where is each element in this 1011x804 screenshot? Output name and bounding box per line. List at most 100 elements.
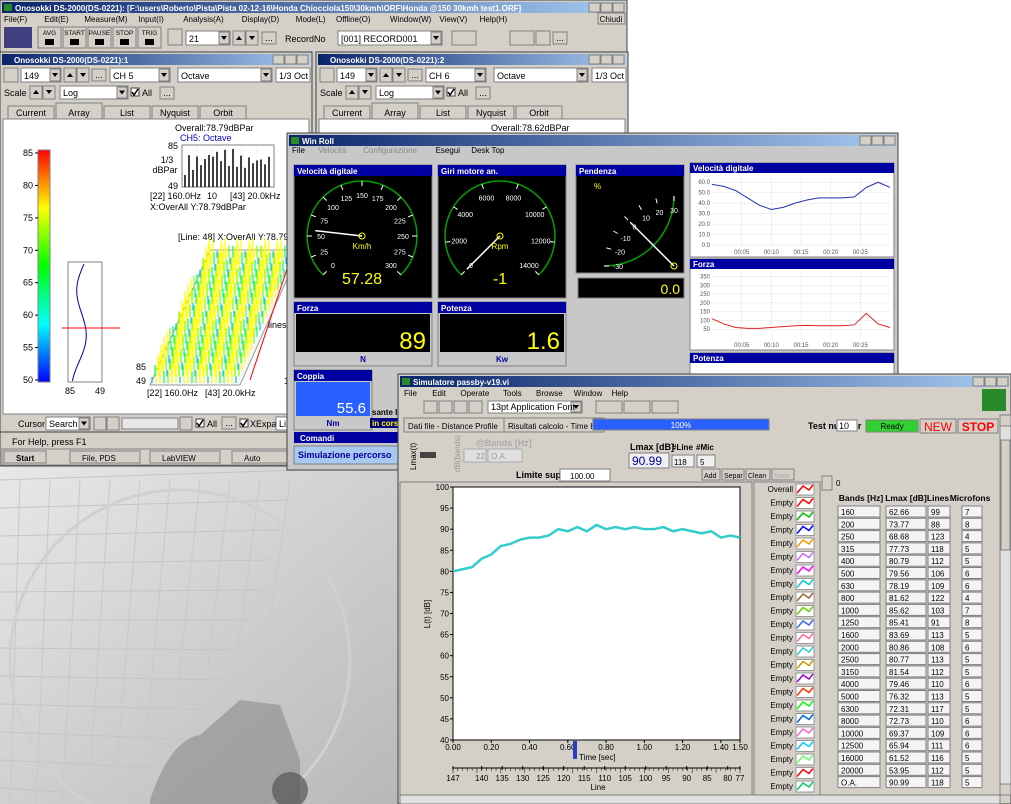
table-cell xyxy=(961,579,983,592)
cell-text: 69.37 xyxy=(889,729,910,738)
gauge-hub xyxy=(496,232,504,240)
photo-tile-line xyxy=(0,559,271,565)
arrow-icon xyxy=(33,90,39,94)
table-cell xyxy=(961,677,983,690)
label: Lmax [dB] xyxy=(630,442,674,452)
photo-tile-line xyxy=(0,675,231,681)
table-cell xyxy=(961,591,983,604)
arrow-icon xyxy=(368,73,374,77)
cell-text: 113 xyxy=(931,631,944,640)
button xyxy=(159,86,175,100)
y-tick-label: 50 xyxy=(703,327,710,333)
value-box xyxy=(487,448,523,463)
gauge-tick-label: 175 xyxy=(372,196,384,203)
table-cell xyxy=(837,763,881,776)
display-value-box xyxy=(296,314,430,352)
tick-mark xyxy=(310,214,316,218)
combo-box xyxy=(337,30,443,46)
legend-swatch-box xyxy=(795,753,815,766)
cell-text: 1250 xyxy=(841,619,859,628)
cell-text: 5 xyxy=(965,668,970,677)
label: Current xyxy=(16,108,47,118)
table-cell xyxy=(837,628,881,641)
label: O.A. xyxy=(491,452,507,461)
legend-swatch xyxy=(796,579,814,588)
table-cell xyxy=(927,591,951,604)
button xyxy=(595,400,623,414)
button xyxy=(468,400,483,414)
table-cell xyxy=(961,653,983,666)
colorbar-tick-label: 65 xyxy=(23,278,33,288)
cell-text: 200 xyxy=(841,520,855,529)
legend-label: Empty xyxy=(770,728,793,737)
label: Separ xyxy=(724,473,743,480)
table-cell xyxy=(961,702,983,715)
table-cell xyxy=(837,603,881,616)
menu-item: Help xyxy=(612,389,629,398)
label: sante Inizi xyxy=(372,408,411,417)
y-tick-label: 95 xyxy=(440,504,449,513)
cell-text: 6 xyxy=(965,570,970,579)
x-tick-label: 00:25 xyxy=(853,343,869,349)
window-icon xyxy=(402,378,410,385)
arrow-icon xyxy=(263,73,269,77)
y-tick-label: 0.0 xyxy=(702,243,711,249)
menu-item: Help(H) xyxy=(480,15,508,24)
table-cell xyxy=(961,714,983,727)
combo-value: Octave xyxy=(497,71,526,81)
button xyxy=(612,54,625,65)
photo-tile-line xyxy=(35,479,51,804)
toolbar-icon xyxy=(95,39,104,45)
y-tick-label: 45 xyxy=(440,715,449,724)
tick-mark xyxy=(310,254,316,258)
cell-text: 7 xyxy=(965,606,970,615)
scroll-thumb xyxy=(1000,439,1011,551)
tick-mark xyxy=(380,184,384,190)
y-tick-label: 55 xyxy=(440,673,449,682)
y-tick-label: 40.0 xyxy=(698,201,710,207)
cell-text: 800 xyxy=(841,594,855,603)
x-tick-label: 1.00 xyxy=(637,743,653,752)
cell-text: 88 xyxy=(931,520,940,529)
line-tick-label: 147 xyxy=(446,774,460,783)
menu-item: Esegui xyxy=(436,146,461,155)
combo-box xyxy=(487,400,583,414)
combo-box xyxy=(425,67,487,83)
table-cell xyxy=(837,554,881,567)
button xyxy=(407,68,423,82)
x-tick-label: 00:05 xyxy=(734,250,750,256)
table-cell xyxy=(885,714,927,727)
table-cell xyxy=(837,591,881,604)
table-cell xyxy=(927,690,951,702)
chart-header xyxy=(690,259,894,269)
y-tick-label: 60.0 xyxy=(698,180,710,186)
button xyxy=(3,67,19,83)
cell-text: 90.99 xyxy=(889,779,910,788)
cell-text: 10000 xyxy=(841,729,864,738)
tick-mark xyxy=(322,271,327,276)
gauge-hub xyxy=(670,262,678,270)
cell-text: 79.46 xyxy=(889,680,910,689)
y-tick-label: 20.0 xyxy=(698,222,710,228)
legend-swatch xyxy=(796,565,814,575)
table-cell xyxy=(837,690,881,702)
gauge-tick-label: 225 xyxy=(394,218,406,225)
combo-value: 13pt Application Font xyxy=(491,402,576,412)
photo-tile-line xyxy=(113,479,141,804)
y-tick-label: 250 xyxy=(700,292,711,298)
spinner xyxy=(463,448,487,463)
line-tick-label: 115 xyxy=(578,774,591,783)
gauge-panel xyxy=(575,164,685,274)
legend-swatch xyxy=(796,498,814,507)
photo-tile-line xyxy=(165,479,201,804)
label: Limite sup [dB] xyxy=(516,470,582,480)
photo-scooter xyxy=(150,700,300,804)
combo-box xyxy=(275,67,311,83)
tick-mark xyxy=(638,205,642,210)
toolbar-button: AVG xyxy=(43,30,56,37)
cell-text: 53.95 xyxy=(889,766,910,775)
menu-item: File xyxy=(292,146,305,155)
cell-text: 103 xyxy=(931,606,945,615)
label: 85 xyxy=(168,141,178,151)
gauge-header xyxy=(438,165,566,176)
